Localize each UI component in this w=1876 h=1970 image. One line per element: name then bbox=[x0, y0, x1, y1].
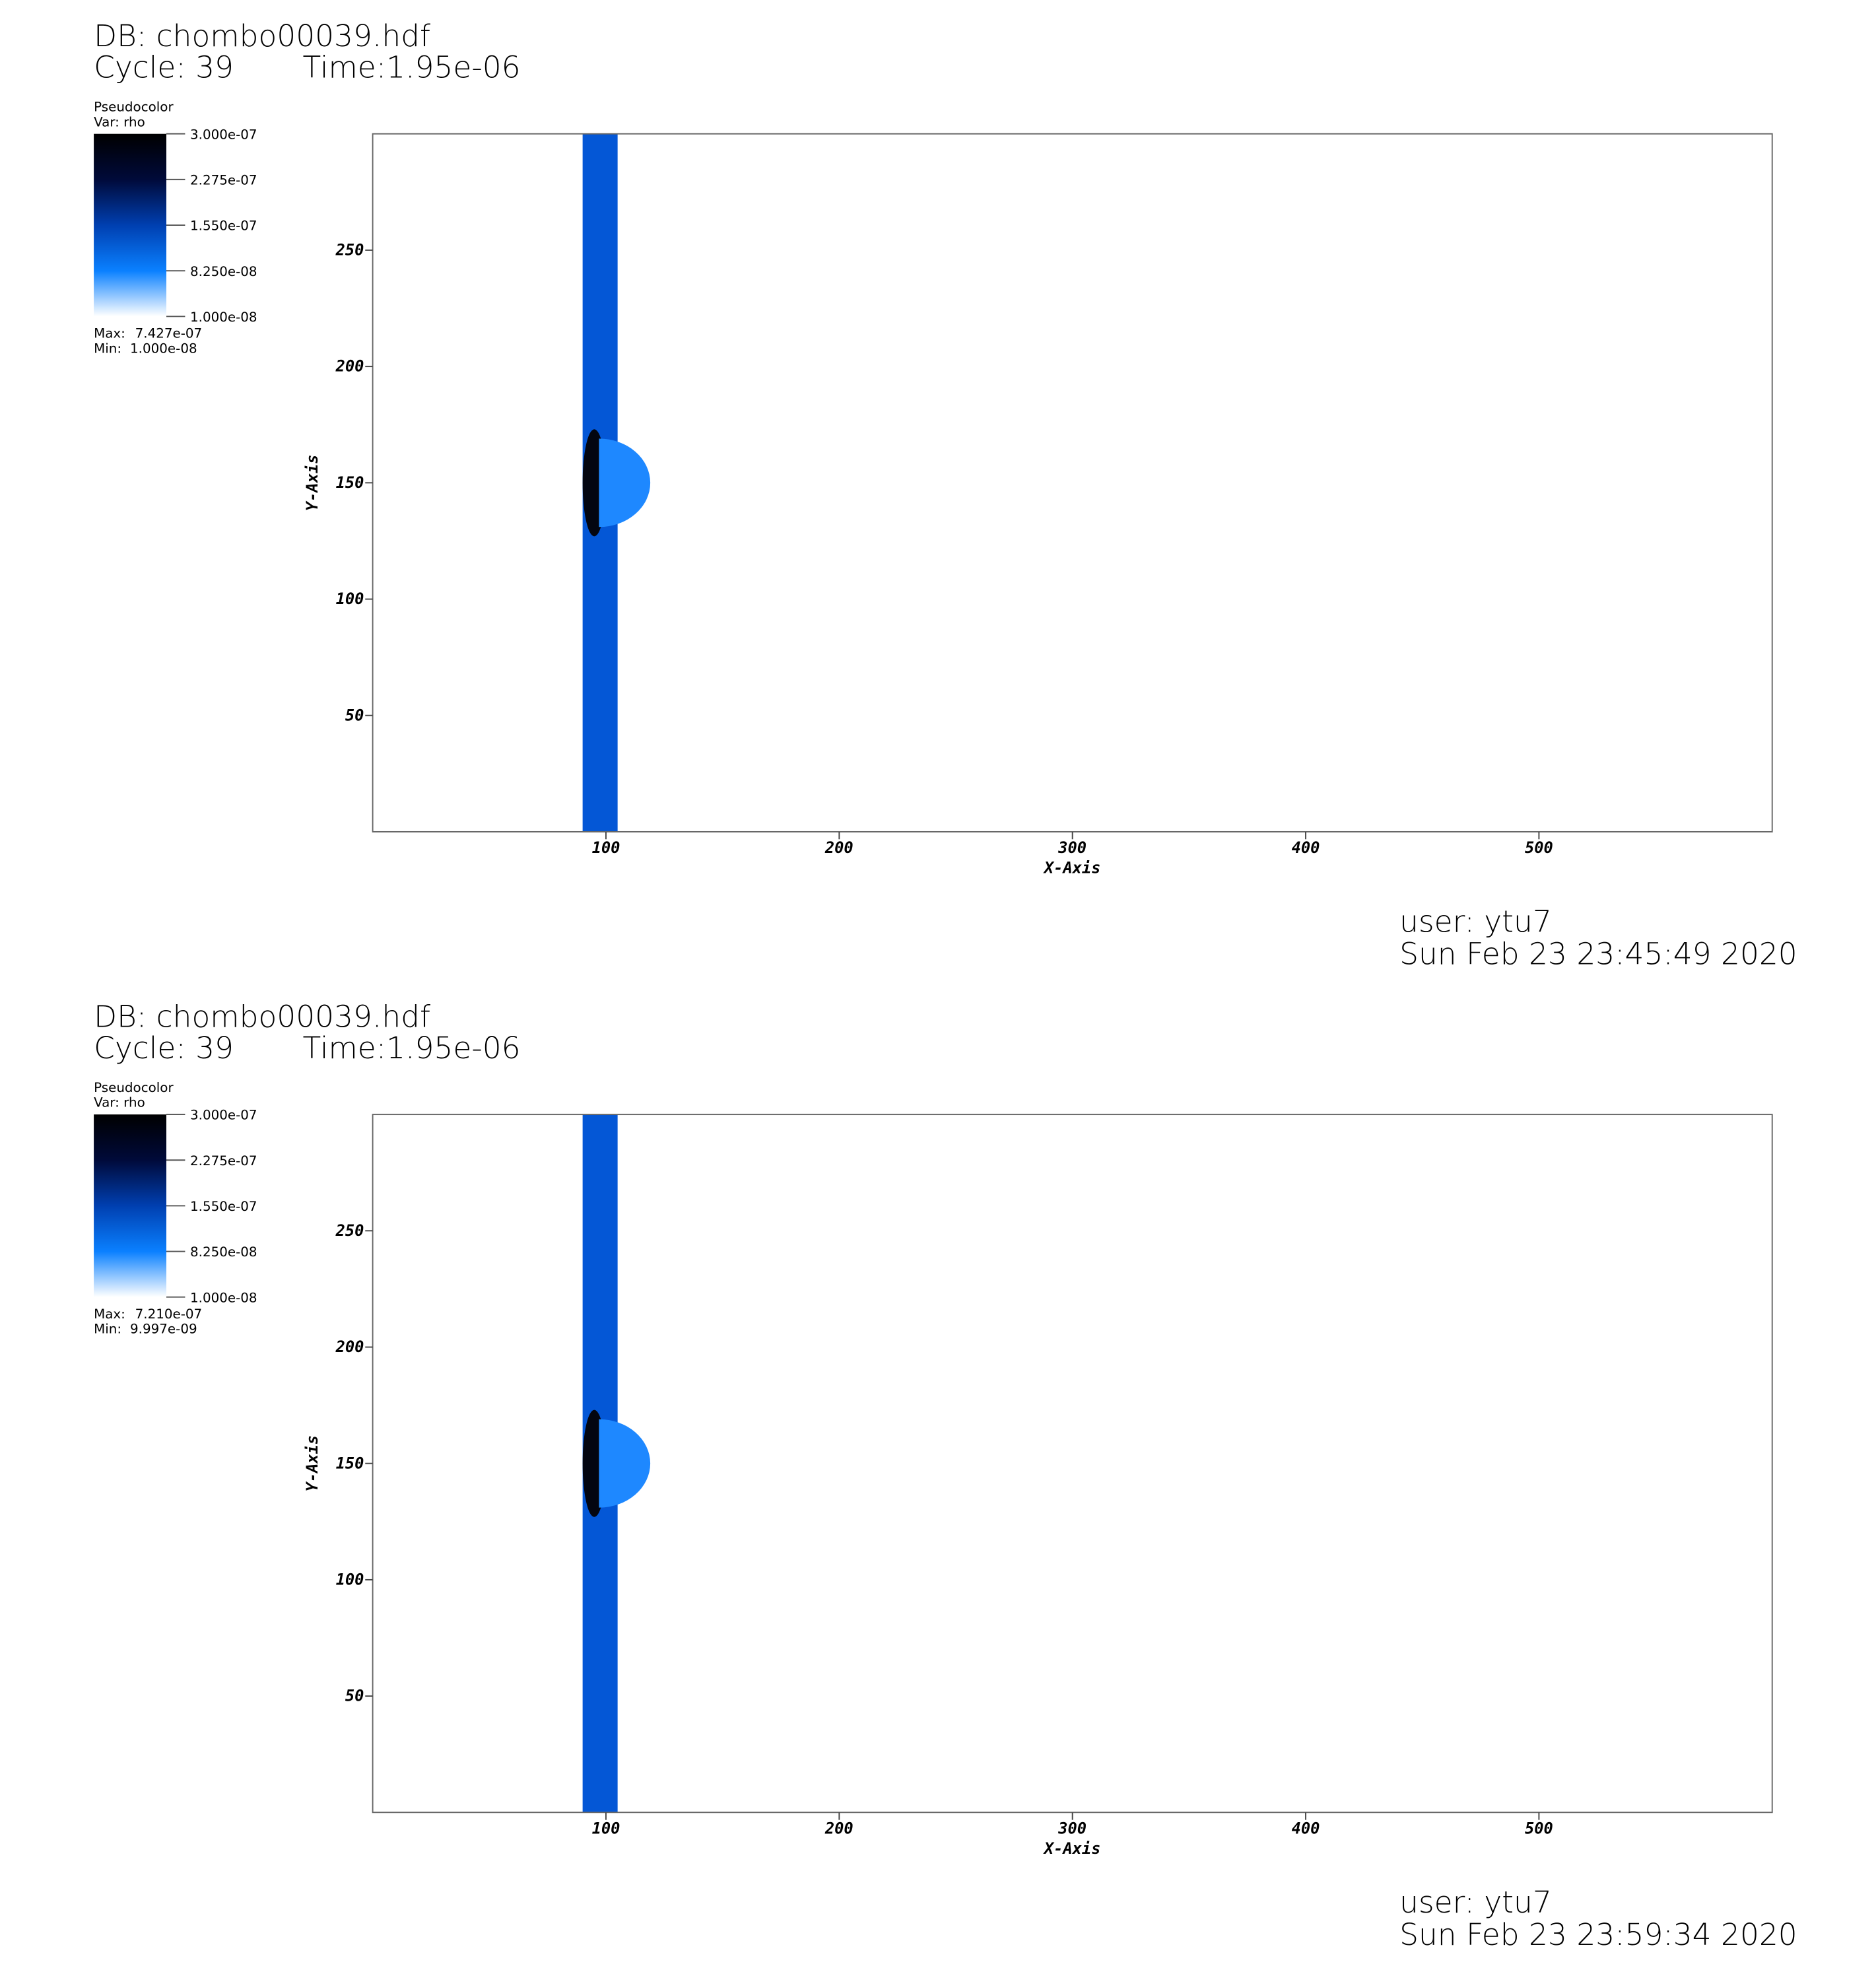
max-label: Max: bbox=[94, 1307, 125, 1322]
legend-title: Pseudocolor bbox=[94, 1080, 174, 1095]
y-tick-label: 250 bbox=[335, 240, 364, 259]
x-tick-label: 500 bbox=[1525, 1819, 1553, 1837]
y-axis-label: Y-Axis bbox=[303, 455, 321, 512]
max-value: 7.210e-07 bbox=[135, 1307, 203, 1322]
colorbar-label: 1.000e-08 bbox=[190, 1290, 257, 1305]
colorbar-label: 1.000e-08 bbox=[190, 310, 257, 325]
colorbar-label: 2.275e-07 bbox=[190, 172, 257, 187]
y-axis-label: Y-Axis bbox=[303, 1435, 321, 1492]
colorbar-label: 3.000e-07 bbox=[190, 127, 257, 142]
y-tick-label: 100 bbox=[336, 1570, 364, 1588]
x-axis-label: X-Axis bbox=[1043, 858, 1101, 877]
variable: Var: rho bbox=[94, 1095, 145, 1110]
min-value: 9.997e-09 bbox=[130, 1322, 197, 1337]
cap bbox=[599, 438, 651, 527]
user: user: ytu7 bbox=[1399, 1885, 1552, 1920]
max-label: Max: bbox=[94, 326, 125, 341]
cap bbox=[599, 1419, 651, 1508]
time: Time:1.95e-06 bbox=[303, 1031, 521, 1066]
y-tick-label: 200 bbox=[335, 357, 364, 376]
x-tick-label: 100 bbox=[592, 838, 620, 857]
y-tick-label: 100 bbox=[336, 590, 364, 608]
min-label: Min: bbox=[94, 341, 121, 356]
cycle: Cycle: 39 bbox=[94, 50, 234, 85]
x-tick-label: 500 bbox=[1525, 838, 1553, 857]
colorbar-label: 2.275e-07 bbox=[190, 1153, 257, 1169]
x-tick-label: 200 bbox=[824, 838, 854, 857]
colorbar-label: 1.550e-07 bbox=[190, 1199, 257, 1214]
colorbar-label: 1.550e-07 bbox=[190, 219, 257, 234]
x-tick-label: 300 bbox=[1057, 1819, 1087, 1837]
y-tick-label: 50 bbox=[345, 706, 364, 724]
min-label: Min: bbox=[94, 1322, 121, 1337]
colorbar-label: 3.000e-07 bbox=[190, 1108, 257, 1123]
x-tick-label: 100 bbox=[592, 1819, 620, 1837]
x-tick-label: 400 bbox=[1292, 1819, 1320, 1837]
x-tick-label: 300 bbox=[1057, 838, 1087, 857]
x-axis-label: X-Axis bbox=[1043, 1839, 1101, 1858]
variable: Var: rho bbox=[94, 114, 145, 129]
y-tick-label: 200 bbox=[335, 1338, 364, 1356]
legend-title: Pseudocolor bbox=[94, 100, 174, 115]
db-title: DB: chombo00039.hdf bbox=[94, 999, 430, 1034]
user: user: ytu7 bbox=[1399, 904, 1552, 939]
cycle: Cycle: 39 bbox=[94, 1031, 234, 1066]
time: Time:1.95e-06 bbox=[303, 50, 521, 85]
colorbar bbox=[94, 133, 166, 317]
y-tick-label: 150 bbox=[336, 473, 364, 492]
colorbar-label: 8.250e-08 bbox=[190, 264, 257, 279]
y-tick-label: 50 bbox=[345, 1687, 364, 1705]
x-tick-label: 400 bbox=[1292, 838, 1320, 857]
date: Sun Feb 23 23:59:34 2020 bbox=[1399, 1917, 1797, 1952]
y-tick-label: 150 bbox=[336, 1454, 364, 1472]
x-tick-label: 200 bbox=[824, 1819, 854, 1837]
min-value: 1.000e-08 bbox=[130, 341, 197, 356]
colorbar-label: 8.250e-08 bbox=[190, 1244, 257, 1260]
date: Sun Feb 23 23:45:49 2020 bbox=[1399, 937, 1797, 972]
y-tick-label: 250 bbox=[335, 1221, 364, 1240]
max-value: 7.427e-07 bbox=[135, 326, 203, 341]
colorbar bbox=[94, 1114, 166, 1297]
db-title: DB: chombo00039.hdf bbox=[94, 18, 430, 53]
